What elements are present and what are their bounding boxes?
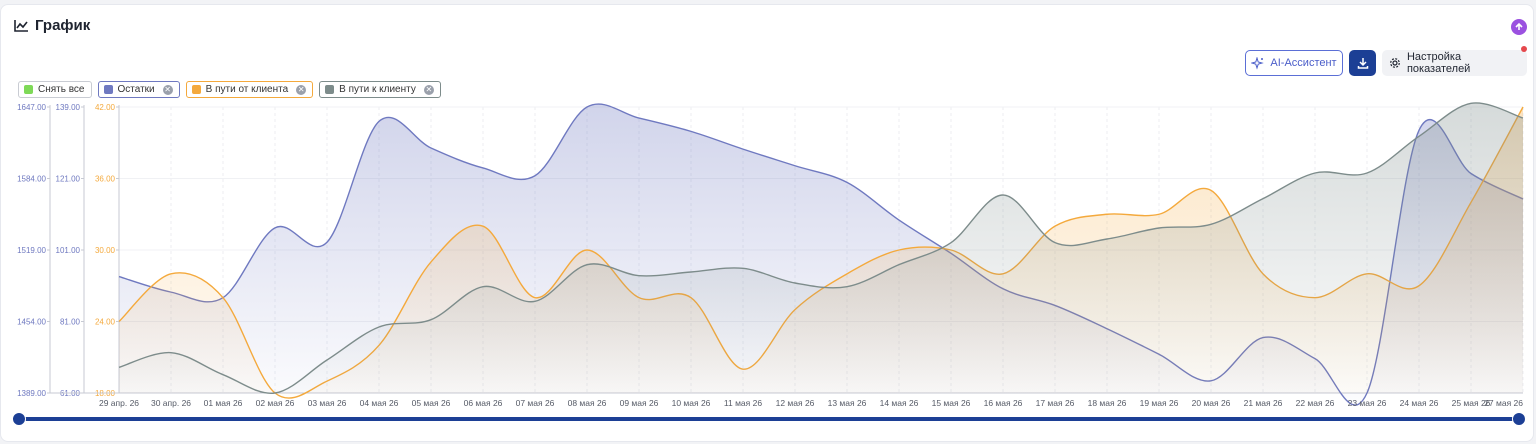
x-tick-label: 16 мая 26 (984, 398, 1023, 408)
x-tick-label: 24 мая 26 (1400, 398, 1439, 408)
gear-icon (1390, 58, 1400, 68)
x-tick-label: 09 мая 26 (620, 398, 659, 408)
x-tick-label: 19 мая 26 (1140, 398, 1179, 408)
download-icon (1357, 58, 1368, 69)
y-tick-label: 30.00 (95, 246, 116, 255)
clear-all-swatch (24, 85, 33, 94)
x-tick-label: 23 мая 26 (1348, 398, 1387, 408)
x-tick-label: 08 мая 26 (568, 398, 607, 408)
x-tick-label: 12 мая 26 (776, 398, 815, 408)
x-tick-label: 06 мая 26 (464, 398, 503, 408)
notification-dot (1521, 46, 1527, 52)
line-chart-icon (14, 19, 29, 32)
y-tick-label: 36.00 (95, 175, 116, 184)
series-line (118, 102, 1524, 394)
chart-title: График (14, 17, 90, 34)
close-icon[interactable]: ✕ (162, 84, 173, 95)
x-tick-label: 03 мая 26 (308, 398, 347, 408)
legend-swatch (191, 85, 201, 94)
x-tick-label: 05 мая 26 (412, 398, 451, 408)
x-tick-label: 10 мая 26 (672, 398, 711, 408)
x-tick-label: 20 мая 26 (1192, 398, 1231, 408)
x-tick-label: 14 мая 26 (880, 398, 919, 408)
page-title: График (35, 17, 91, 34)
x-tick-label: 22 мая 26 (1296, 398, 1335, 408)
y-tick-label: 101.00 (56, 246, 81, 255)
x-tick-label: 11 мая 26 (724, 398, 762, 408)
y-tick-label: 24.00 (95, 318, 116, 327)
x-tick-label: 18 мая 26 (1088, 398, 1127, 408)
settings-label: Настройка показателей (1406, 51, 1471, 75)
x-tick-label: 02 мая 26 (256, 398, 295, 408)
download-button[interactable] (1349, 50, 1376, 76)
sparkle-icon (1251, 56, 1265, 70)
legend: Снять все Остатки ✕ В пути от клиента ✕ … (18, 81, 441, 98)
ai-assistant-label: AI-Ассистент (1270, 57, 1337, 69)
legend-label: В пути к клиенту (339, 84, 416, 95)
legend-item-ostatki[interactable]: Остатки ✕ (97, 81, 180, 98)
legend-swatch (325, 85, 335, 94)
x-tick-label: 13 мая 26 (828, 398, 867, 408)
close-icon[interactable]: ✕ (296, 84, 307, 95)
y-tick-label: 1584.00 (17, 175, 46, 184)
x-tick-label: 04 мая 26 (360, 398, 399, 408)
close-icon[interactable]: ✕ (423, 84, 434, 95)
y-tick-label: 42.00 (95, 103, 116, 112)
y-tick-label: 1519.00 (17, 246, 46, 255)
x-tick-label: 25 мая 26 (1452, 398, 1491, 408)
collapse-button[interactable] (1511, 19, 1527, 35)
legend-item-ot-klienta[interactable]: В пути от клиента ✕ (185, 81, 314, 98)
x-tick-label: 27 мая 26 (1484, 398, 1523, 408)
y-tick-label: 81.00 (60, 318, 81, 327)
y-tick-label: 121.00 (56, 175, 81, 184)
legend-label: Остатки (117, 84, 155, 95)
y-tick-label: 1454.00 (17, 318, 46, 327)
y-tick-label: 139.00 (56, 103, 81, 112)
range-slider-end-handle[interactable] (1512, 412, 1526, 426)
x-tick-label: 15 мая 26 (932, 398, 971, 408)
x-tick-label: 17 мая 26 (1036, 398, 1075, 408)
x-tick-label: 21 мая 26 (1244, 398, 1283, 408)
x-tick-label: 07 мая 26 (516, 398, 555, 408)
range-slider-track[interactable] (19, 417, 1519, 421)
legend-swatch (103, 85, 113, 94)
legend-item-k-klientu[interactable]: В пути к клиенту ✕ (319, 81, 441, 98)
legend-label: В пути от клиента (205, 84, 289, 95)
settings-button[interactable]: Настройка показателей (1382, 50, 1527, 76)
legend-clear-all[interactable]: Снять все (18, 81, 92, 98)
y-tick-label: 1389.00 (17, 389, 46, 398)
x-tick-label: 30 апр. 26 (151, 398, 191, 408)
x-tick-label: 29 апр. 26 (99, 398, 139, 408)
range-slider-start-handle[interactable] (12, 412, 26, 426)
arrow-up-icon (1515, 22, 1523, 30)
series-area (119, 102, 1523, 394)
y-tick-label: 1647.00 (17, 103, 46, 112)
ai-assistant-button[interactable]: AI-Ассистент (1245, 50, 1343, 76)
clear-all-label: Снять все (38, 84, 85, 95)
x-tick-label: 01 мая 26 (204, 398, 243, 408)
